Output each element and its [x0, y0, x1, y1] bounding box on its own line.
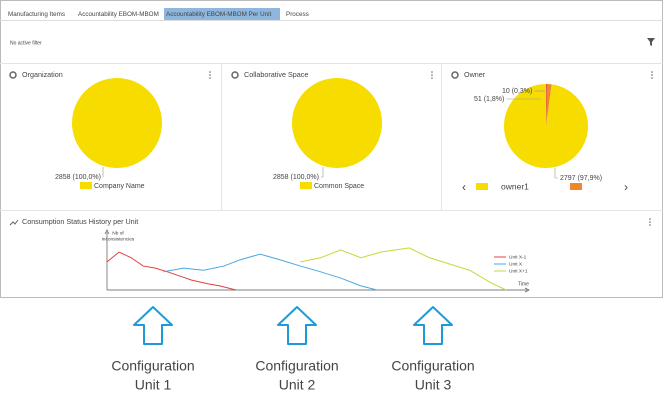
- series-line: [163, 253, 378, 291]
- legend-label: Unit X-1: [509, 254, 527, 260]
- panel-icon: [9, 219, 19, 226]
- series-line: [106, 251, 237, 291]
- legend-swatch: [300, 182, 312, 189]
- leader-line: [554, 168, 558, 179]
- menu-dot: [431, 71, 433, 73]
- menu-dot: [651, 74, 653, 76]
- panel-title: Collaborative Space: [244, 70, 308, 79]
- panel-title: Owner: [464, 70, 486, 79]
- pie-value-label: 51 (1,8%): [474, 96, 504, 103]
- menu-dot: [649, 221, 651, 223]
- legend-swatch: [80, 182, 92, 189]
- pie-value-label: 2797 (97,9%): [560, 175, 602, 182]
- annotation: Unit 3: [415, 377, 452, 393]
- pie-value-label: 2858 (100,0%): [55, 174, 101, 181]
- menu-dot: [431, 77, 433, 79]
- panel-icon: [451, 71, 459, 79]
- menu-dot: [431, 74, 433, 76]
- panel-icon: [231, 71, 239, 79]
- active-tab: [164, 8, 280, 20]
- menu-dot: [651, 71, 653, 73]
- menu-dot: [651, 77, 653, 79]
- legend-label: Unit X: [509, 261, 523, 267]
- series-line: [300, 247, 507, 291]
- pager-next[interactable]: ›: [624, 180, 628, 194]
- legend-swatch: [476, 183, 488, 190]
- axis-arrow: [104, 229, 110, 235]
- tab[interactable]: Process: [286, 11, 309, 18]
- pie-slice: [292, 78, 382, 168]
- menu-dot: [209, 71, 211, 73]
- tab[interactable]: Accountability EBOM-MBOM Per Unit: [166, 11, 272, 18]
- axis-arrow: [524, 287, 530, 293]
- annotation: Configuration: [255, 358, 338, 374]
- legend-label: owner1: [501, 181, 529, 191]
- pie-value-label: 2858 (100,0%): [273, 174, 319, 181]
- legend-label: Company Name: [94, 183, 145, 190]
- panel-title: Organization: [22, 70, 63, 79]
- x-axis-label: Time: [518, 281, 529, 287]
- pie-value-label: 10 (0,3%): [502, 88, 532, 95]
- legend-label: Unit X+1: [509, 268, 528, 274]
- pie-slice: [72, 78, 162, 168]
- menu-dot: [649, 218, 651, 220]
- pie-slice: [546, 84, 547, 126]
- annotation: Unit 2: [279, 377, 316, 393]
- annotation: Configuration: [111, 358, 194, 374]
- pie-slice: [546, 84, 552, 126]
- up-arrow: [413, 306, 453, 345]
- menu-dot: [209, 77, 211, 79]
- filter-icon[interactable]: [647, 38, 655, 46]
- menu-dot: [649, 224, 651, 226]
- annotation: Unit 1: [135, 377, 172, 393]
- up-arrow: [133, 306, 173, 345]
- y-axis-label: Nb of: [112, 230, 124, 236]
- legend-swatch: [570, 183, 582, 190]
- tab[interactable]: Manufacturing Items: [8, 11, 65, 18]
- menu-dot: [209, 74, 211, 76]
- legend-label: Common Space: [314, 183, 364, 190]
- annotation: Configuration: [391, 358, 474, 374]
- leader-line: [320, 167, 324, 178]
- tab[interactable]: Accountability EBOM-MBOM: [78, 11, 159, 18]
- panel-title: Consumption Status History per Unit: [22, 217, 138, 226]
- pager-prev[interactable]: ‹: [462, 180, 466, 194]
- up-arrow: [277, 306, 317, 345]
- filter-status: No active filter: [10, 40, 42, 46]
- panel-icon: [9, 71, 17, 79]
- y-axis-label: inconsistencies: [102, 236, 135, 242]
